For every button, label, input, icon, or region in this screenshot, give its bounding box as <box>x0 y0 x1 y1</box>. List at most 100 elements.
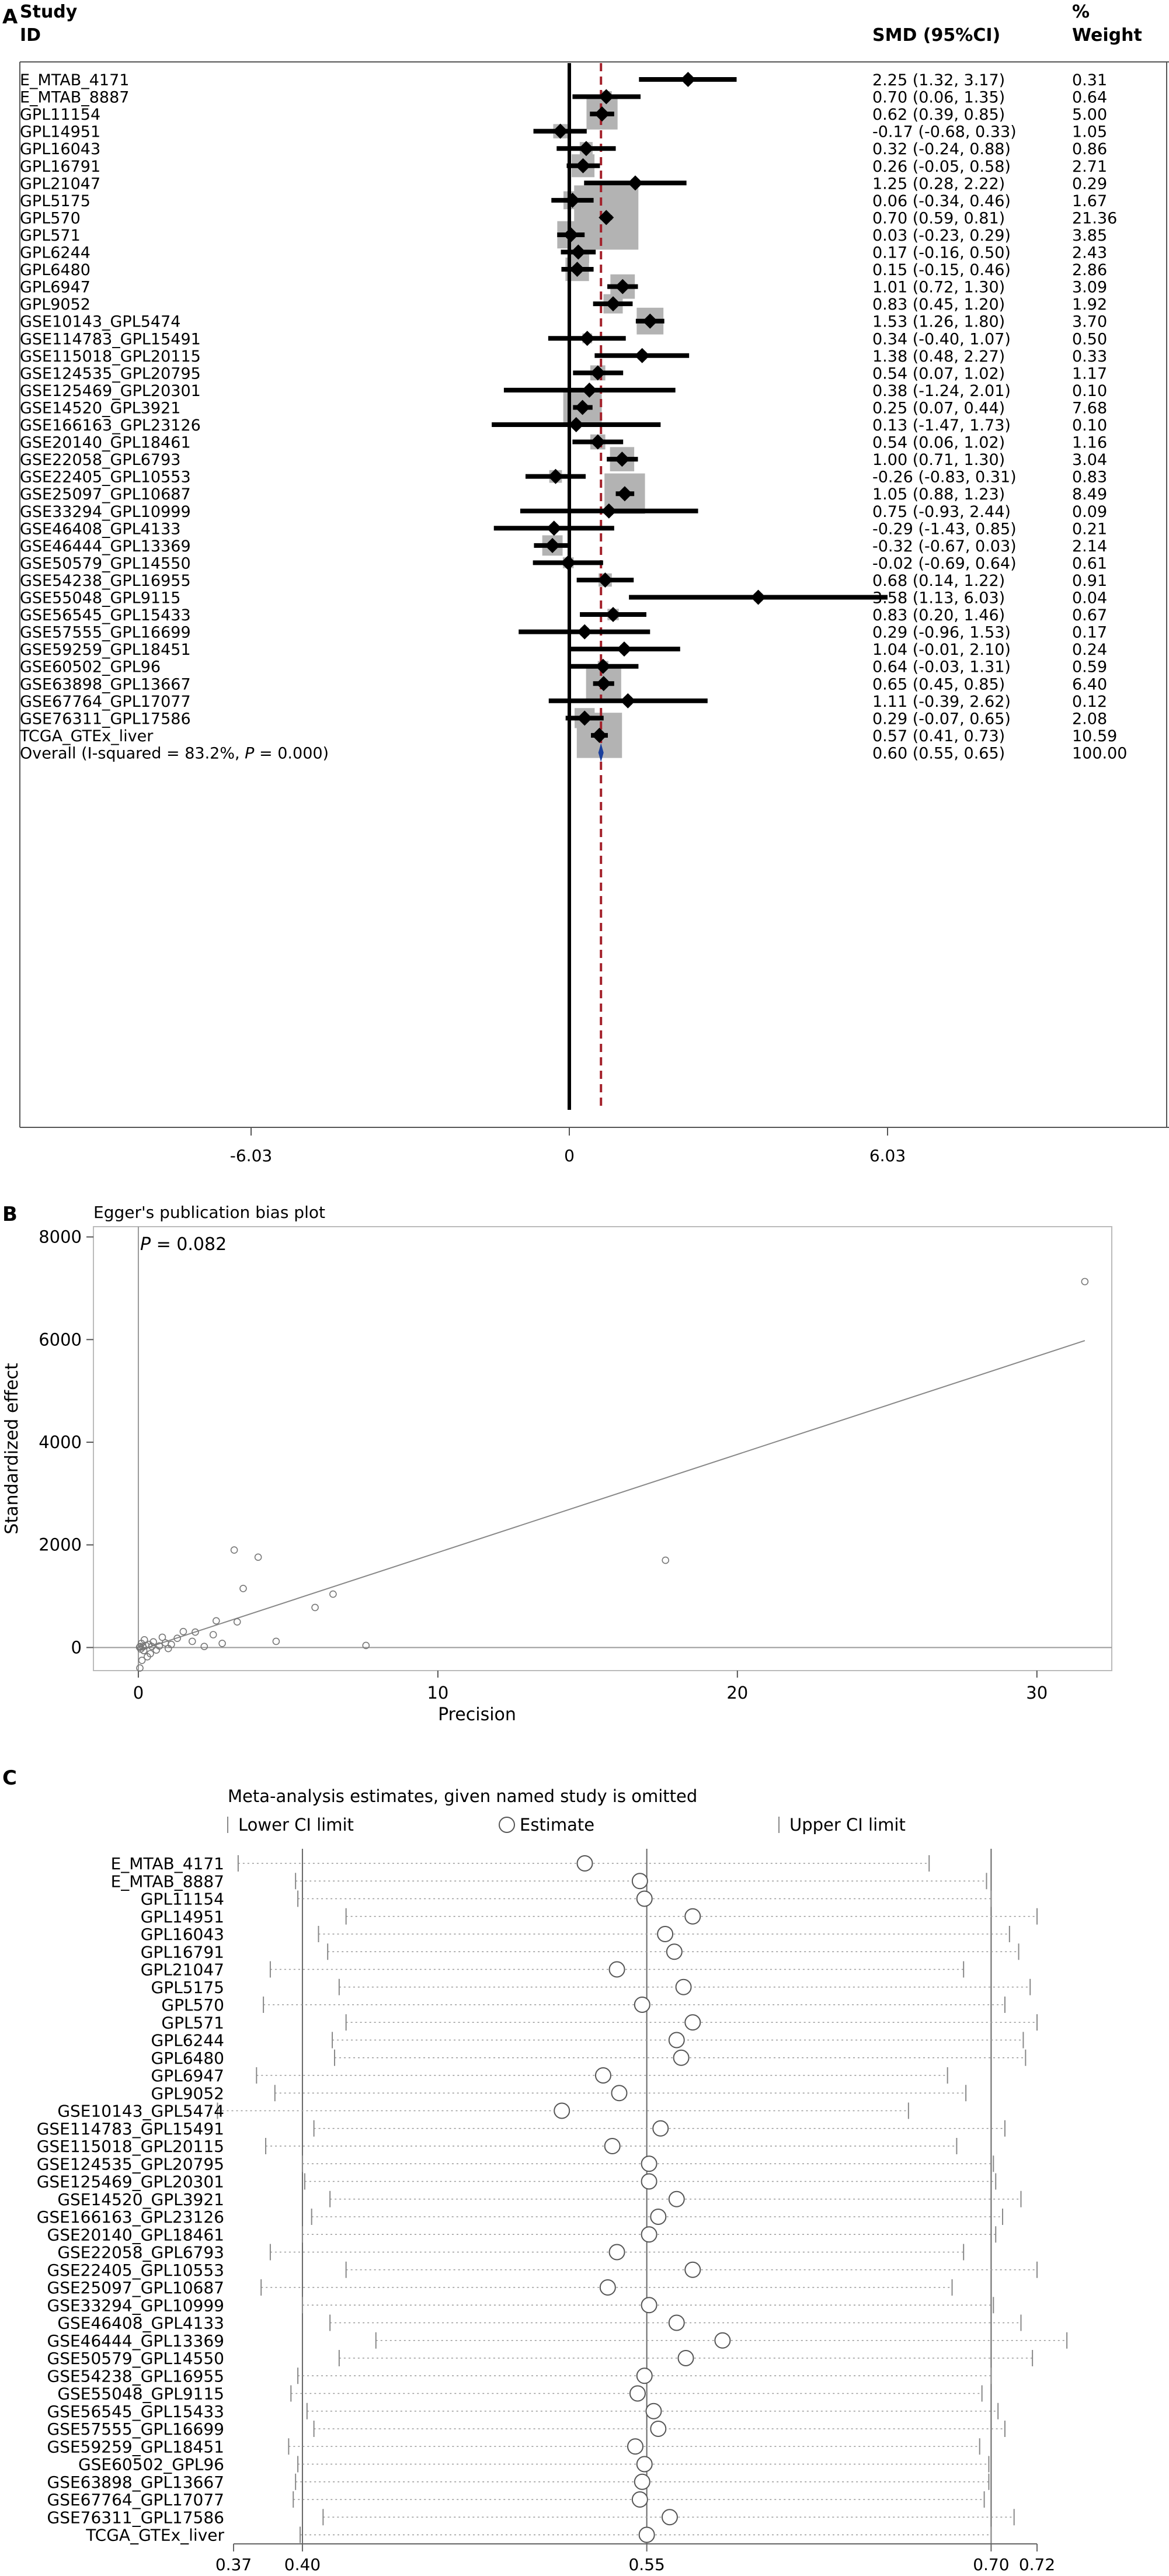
point-estimate-diamond <box>548 468 563 484</box>
smd-ci-label: 0.54 (0.06, 1.02) <box>872 434 1005 452</box>
egger-data-point <box>662 1556 670 1564</box>
omitted-study-label: GPL14951 <box>141 1907 224 1926</box>
egger-x-tick-label: 10 <box>427 1683 448 1703</box>
omitted-estimate-circle <box>684 2261 701 2278</box>
omitted-estimate-circle <box>627 2438 643 2455</box>
study-id-label: TCGA_GTEx_liver <box>19 727 154 745</box>
overall-diamond <box>598 743 604 762</box>
omitted-estimate-circle <box>668 2190 685 2207</box>
omitted-estimate-circle <box>554 2102 570 2119</box>
study-id-label: GPL21047 <box>20 175 100 193</box>
point-estimate-diamond <box>594 106 610 122</box>
legend-estimate-label: Estimate <box>520 1815 594 1835</box>
sensitivity-title: Meta-analysis estimates, given named stu… <box>228 1786 697 1806</box>
study-id-label: GSE59259_GPL18451 <box>20 641 191 659</box>
study-id-label: GSE125469_GPL20301 <box>20 382 201 400</box>
omitted-study-label: GPL571 <box>161 2013 224 2032</box>
study-id-label: GPL9052 <box>20 296 91 314</box>
omitted-estimate-circle <box>641 2173 657 2190</box>
omitted-study-label: GSE125469_GPL20301 <box>37 2172 224 2192</box>
weight-label: 6.40 <box>1072 675 1107 693</box>
point-estimate-diamond <box>616 641 632 657</box>
legend-estimate-mark <box>499 1817 515 1833</box>
study-id-label: GSE56545_GPL15433 <box>20 606 191 624</box>
smd-ci-label: 1.25 (0.28, 2.22) <box>872 175 1005 193</box>
point-estimate-diamond <box>617 486 632 502</box>
smd-ci-label: -0.02 (-0.69, 0.64) <box>872 554 1017 572</box>
omitted-study-label: GSE22405_GPL10553 <box>47 2261 225 2280</box>
smd-ci-label: 0.29 (-0.07, 0.65) <box>872 710 1011 728</box>
weight-label: 0.12 <box>1072 693 1107 711</box>
x-tick-label: 0 <box>564 1146 575 1165</box>
weight-label: 3.04 <box>1072 451 1107 469</box>
egger-data-point <box>179 1627 187 1636</box>
egger-data-point <box>209 1631 217 1638</box>
weight-label: 0.04 <box>1072 589 1107 607</box>
omitted-study-label: GPL9052 <box>151 2084 224 2103</box>
legend-upper-ci-label: Upper CI limit <box>789 1815 906 1835</box>
omitted-estimate-circle <box>657 1926 674 1942</box>
study-id-label: GSE60502_GPL96 <box>20 658 161 676</box>
omitted-study-label: GPL11154 <box>141 1890 224 1909</box>
omitted-study-label: GSE54238_GPL16955 <box>47 2366 225 2386</box>
point-estimate-diamond <box>578 141 594 157</box>
panel-b-label: B <box>2 1203 18 1226</box>
point-estimate-diamond <box>546 520 562 536</box>
omitted-study-label: GPL6947 <box>151 2066 224 2085</box>
sensitivity-x-tick-label: 0.70 <box>973 2555 1009 2574</box>
smd-ci-label: 3.58 (1.13, 6.03) <box>872 589 1005 607</box>
egger-p-letter: P <box>140 1234 151 1255</box>
omitted-estimate-circle <box>608 1961 625 1978</box>
point-estimate-diamond <box>590 434 606 450</box>
omitted-study-label: GSE46444_GPL13369 <box>47 2331 225 2351</box>
omitted-study-label: GSE46408_GPL4133 <box>57 2314 224 2333</box>
egger-marks: 0 2000 4000 6000 8000 0 10 20 30 <box>39 1227 1112 1703</box>
point-estimate-diamond <box>642 313 658 329</box>
point-estimate-diamond <box>592 727 607 743</box>
weight-label: 0.21 <box>1072 520 1107 538</box>
study-id-label: GSE54238_GPL16955 <box>20 572 191 590</box>
point-estimate-diamond <box>680 72 696 87</box>
weight-label: 1.67 <box>1072 192 1107 210</box>
weight-label: 0.86 <box>1072 140 1107 158</box>
smd-ci-label: 0.83 (0.20, 1.46) <box>872 606 1005 624</box>
weight-label: 0.33 <box>1072 348 1107 366</box>
point-estimate-diamond <box>615 279 631 294</box>
study-id-label: GSE25097_GPL10687 <box>20 485 191 504</box>
weight-label: 1.92 <box>1072 296 1107 314</box>
smd-ci-label: 0.75 (-0.93, 2.44) <box>872 503 1011 521</box>
x-tick-label: 6.03 <box>869 1146 906 1165</box>
weight-label: 0.59 <box>1072 658 1107 676</box>
study-id-label: GPL571 <box>20 227 81 245</box>
egger-data-point <box>136 1664 144 1672</box>
point-estimate-diamond <box>577 710 593 726</box>
study-id-label: GSE22058_GPL6793 <box>20 451 180 469</box>
omitted-estimate-circle <box>650 2209 667 2225</box>
weight-label: 3.85 <box>1072 227 1107 245</box>
point-estimate-diamond <box>627 175 643 191</box>
smd-ci-label: 0.25 (0.07, 0.44) <box>872 399 1005 417</box>
omitted-estimate-circle <box>638 2526 655 2543</box>
omitted-study-label: E_MTAB_8887 <box>111 1872 224 1891</box>
omitted-estimate-circle <box>684 1908 701 1925</box>
egger-title: Egger's publication bias plot <box>93 1203 325 1222</box>
smd-ci-label: 0.64 (-0.03, 1.31) <box>872 658 1011 676</box>
omitted-estimate-circle <box>641 2297 657 2314</box>
omitted-estimate-circle <box>645 2403 662 2419</box>
smd-ci-label: 0.06 (-0.34, 0.46) <box>872 192 1011 210</box>
omitted-estimate-circle <box>650 2421 667 2437</box>
omitted-estimate-circle <box>608 2244 625 2261</box>
overall-label: Overall (I-squared = 83.2%, P = 0.000) <box>20 744 329 762</box>
point-estimate-diamond <box>561 555 576 571</box>
egger-data-point <box>213 1617 220 1625</box>
omitted-estimate-circle <box>668 2314 685 2331</box>
egger-data-point <box>158 1633 166 1641</box>
egger-plot-panel: B Egger's publication bias plot P = 0.08… <box>2 1203 1112 1725</box>
point-estimate-diamond <box>634 348 650 363</box>
omitted-study-label: GSE10143_GPL5474 <box>57 2102 224 2121</box>
egger-data-point <box>173 1634 181 1642</box>
omitted-estimate-circle <box>629 2385 646 2402</box>
smd-ci-label: 2.25 (1.32, 3.17) <box>872 71 1005 89</box>
